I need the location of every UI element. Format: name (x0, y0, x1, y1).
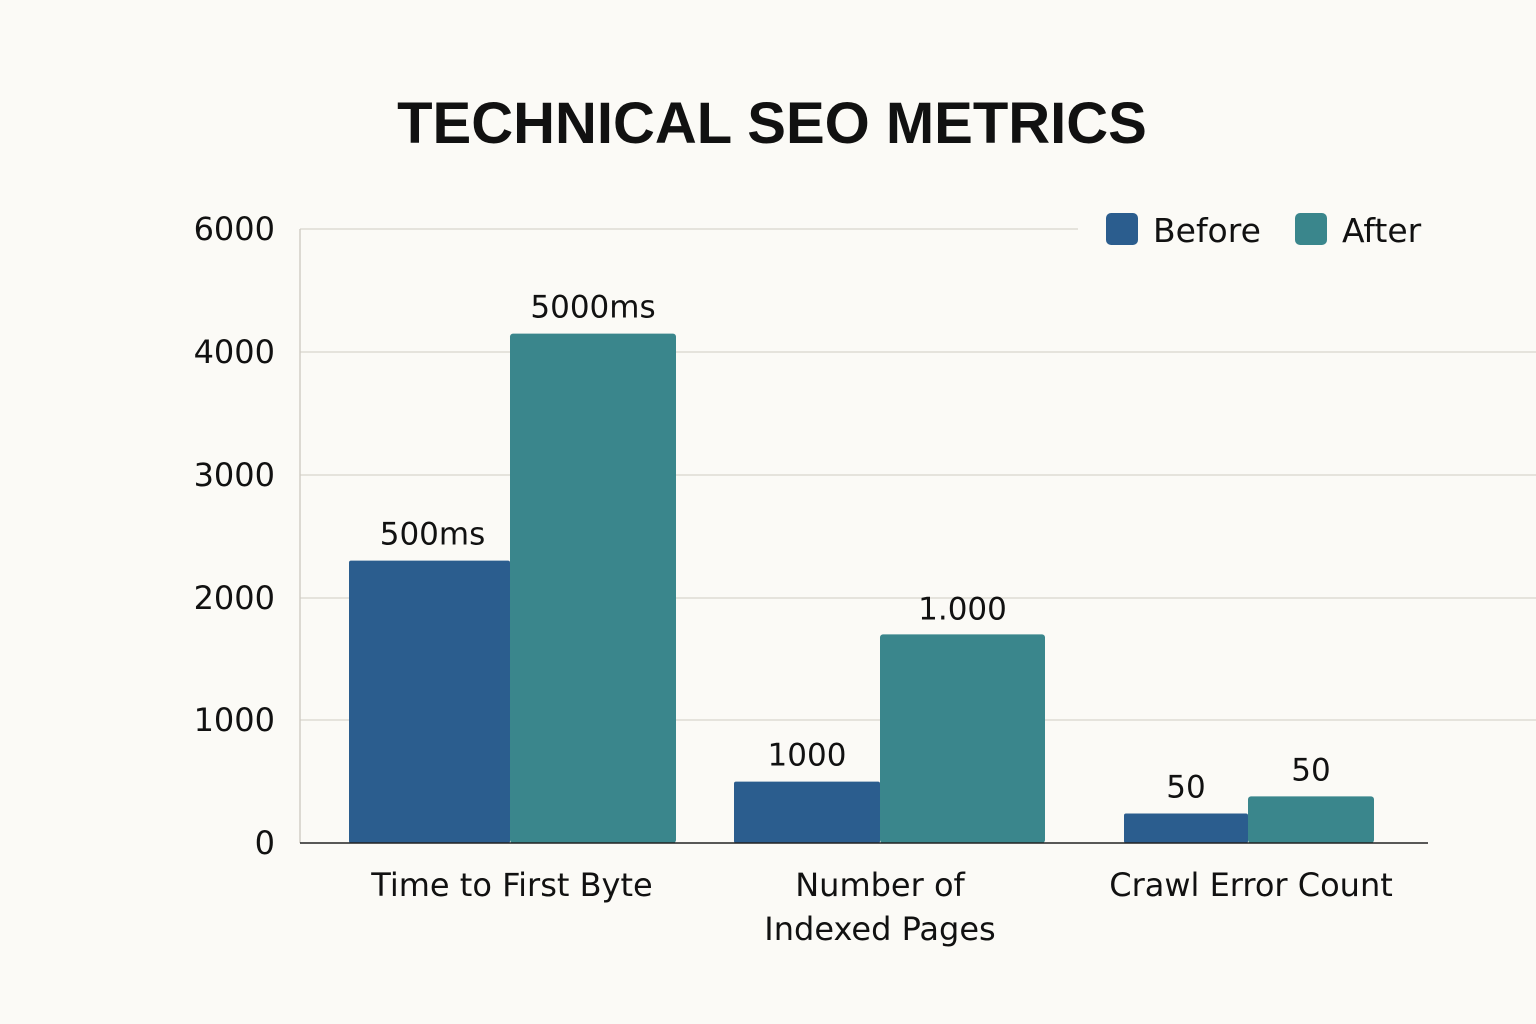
y-tick-label: 3000 (194, 456, 275, 494)
y-tick-label: 0 (255, 824, 275, 862)
x-tick-label: Indexed Pages (764, 910, 995, 948)
x-tick-label: Number of (795, 866, 965, 904)
legend-label: Before (1153, 211, 1261, 250)
y-axis-ticks: 0 1000 2000 3000 4000 6000 (194, 210, 275, 862)
y-tick-label: 2000 (194, 579, 275, 617)
value-label: 500ms (380, 517, 486, 553)
value-label: 1.000 (918, 591, 1007, 627)
x-tick-label: Crawl Error Count (1109, 866, 1393, 904)
value-labels: 500ms 1000 50 5000ms 1.000 50 (380, 290, 1331, 806)
x-tick-label: Time to First Byte (370, 866, 652, 904)
chart-title: TECHNICAL SEO METRICS (397, 91, 1147, 156)
y-tick-label: 4000 (194, 333, 275, 371)
bar-after (510, 333, 676, 843)
y-tick-label: 1000 (194, 701, 275, 739)
value-label: 5000ms (530, 290, 655, 326)
category-labels: Time to First Byte Number of Indexed Pages… (370, 866, 1392, 948)
bar-before (349, 560, 510, 843)
value-label: 1000 (768, 738, 847, 774)
bar-after (1248, 796, 1374, 843)
legend-swatch-before (1106, 213, 1138, 245)
legend-label: After (1342, 211, 1422, 250)
value-label: 50 (1166, 770, 1205, 806)
legend: Before After (1106, 211, 1422, 250)
legend-swatch-after (1295, 213, 1327, 245)
bars (349, 333, 1374, 843)
bar-before (1124, 813, 1248, 843)
value-label: 50 (1291, 752, 1330, 788)
y-tick-label: 6000 (194, 210, 275, 248)
bar-before (734, 781, 880, 843)
bar-after (880, 634, 1045, 843)
